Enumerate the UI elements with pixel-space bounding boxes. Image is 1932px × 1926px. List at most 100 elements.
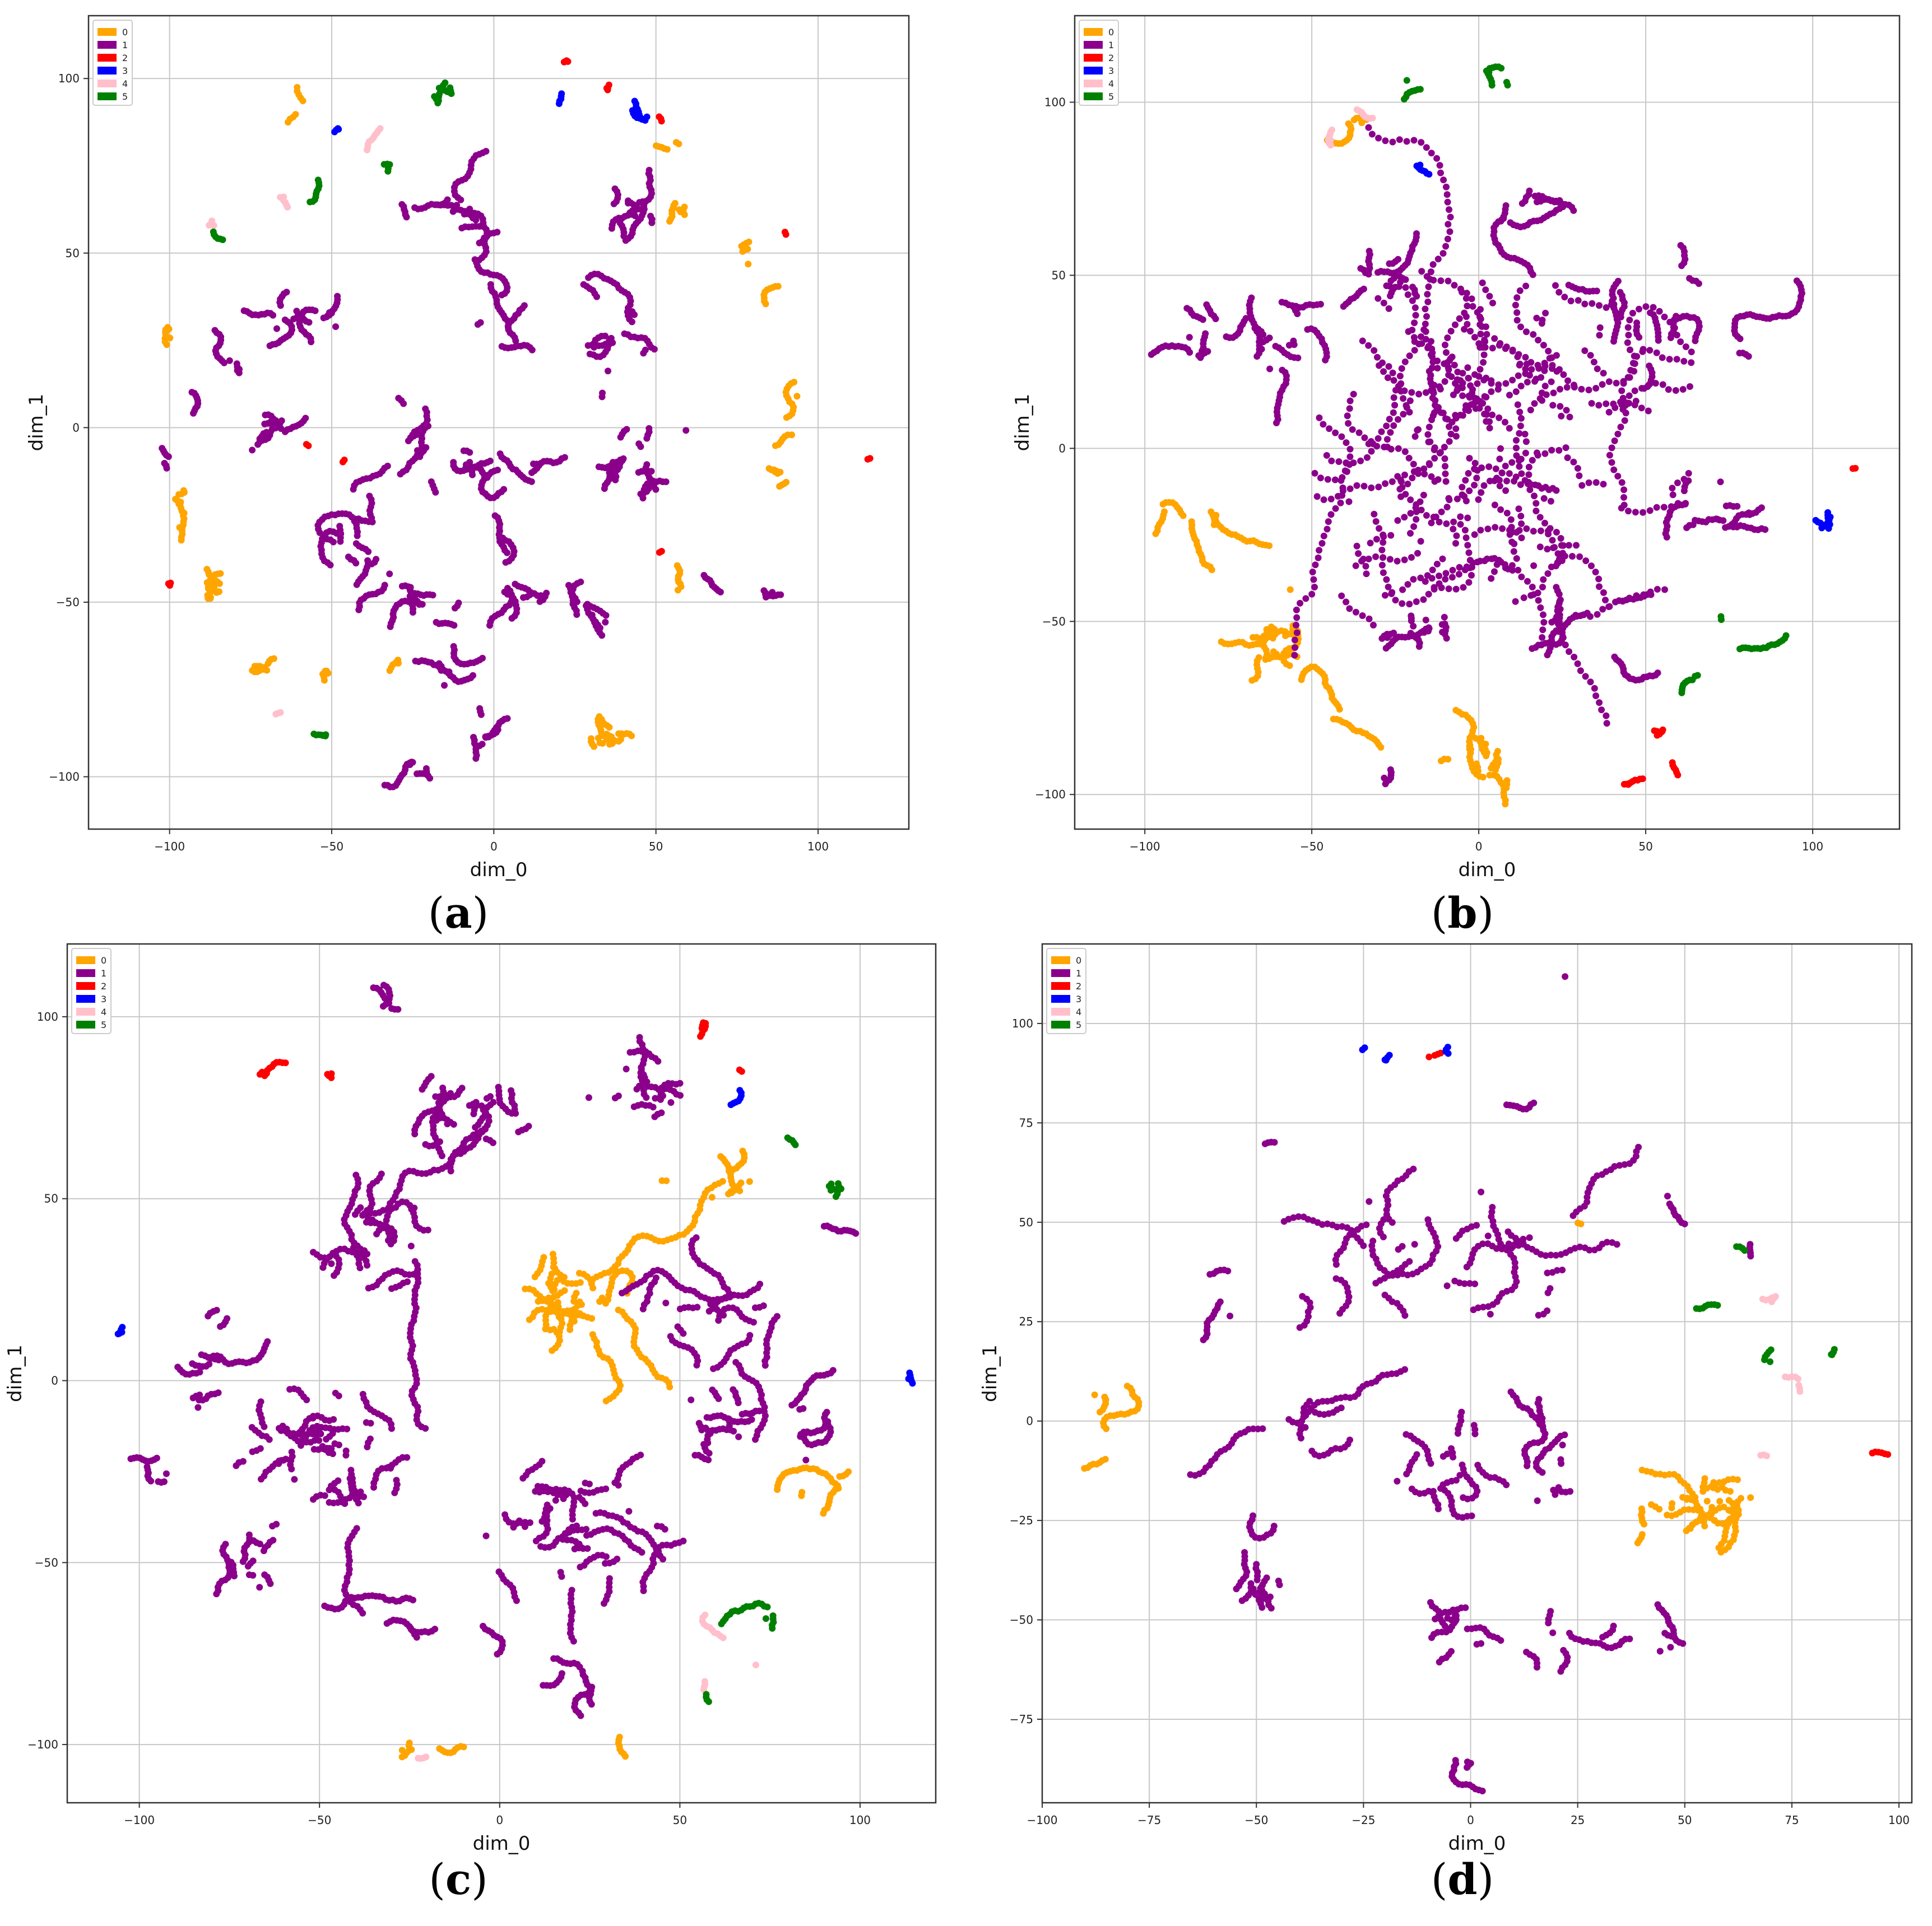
point: [651, 346, 658, 353]
point: [666, 218, 673, 225]
series-3: [1413, 161, 1834, 532]
point: [1310, 576, 1317, 583]
point: [1389, 138, 1396, 146]
point: [1346, 405, 1353, 412]
point: [1439, 410, 1447, 417]
point: [746, 1178, 753, 1185]
y-tick-label: 50: [66, 246, 80, 260]
point: [1575, 297, 1582, 304]
point: [1646, 347, 1654, 354]
point: [1443, 183, 1450, 190]
point: [405, 438, 412, 444]
legend-swatch-5: [1084, 92, 1103, 100]
point: [386, 570, 393, 578]
point: [1454, 384, 1461, 391]
point: [1459, 289, 1466, 296]
point: [1292, 644, 1298, 651]
point: [1471, 459, 1479, 467]
point: [162, 1470, 170, 1477]
point: [1475, 496, 1482, 503]
point: [1617, 424, 1624, 431]
point: [570, 1637, 577, 1645]
point: [1517, 455, 1525, 463]
point: [1488, 388, 1495, 396]
point: [1291, 652, 1298, 659]
point: [1287, 586, 1294, 593]
point: [411, 204, 419, 211]
point: [1618, 387, 1626, 394]
point: [1428, 473, 1435, 480]
point: [1404, 480, 1411, 487]
point: [533, 460, 540, 468]
point: [1413, 598, 1420, 605]
point: [1352, 562, 1359, 569]
point: [1452, 321, 1459, 328]
point: [1522, 449, 1529, 457]
point: [1407, 510, 1414, 517]
point: [1569, 553, 1576, 560]
point: [1512, 598, 1519, 605]
point: [1660, 504, 1668, 511]
point: [1360, 482, 1368, 490]
point: [1349, 426, 1356, 433]
point: [1411, 319, 1418, 327]
point: [632, 203, 639, 211]
point: [693, 1361, 700, 1369]
point: [640, 1587, 647, 1594]
legend-label: 5: [1108, 91, 1114, 102]
point: [1345, 120, 1352, 127]
point: [1542, 309, 1549, 317]
point: [1476, 404, 1483, 412]
point: [360, 1493, 367, 1500]
point: [585, 1094, 592, 1101]
point: [1517, 481, 1524, 489]
point: [1273, 419, 1280, 426]
point: [1444, 235, 1451, 243]
point: [1717, 478, 1724, 486]
point: [422, 1141, 429, 1148]
point: [1309, 569, 1316, 575]
point: [1425, 590, 1432, 598]
point: [1545, 486, 1553, 494]
point: [1422, 305, 1429, 313]
point: [1480, 359, 1487, 366]
point: [444, 1120, 451, 1128]
point: [1391, 283, 1399, 291]
point: [1477, 331, 1484, 338]
point: [476, 239, 483, 246]
point: [284, 203, 291, 211]
point: [1476, 557, 1484, 565]
point: [1293, 614, 1301, 621]
point: [1395, 383, 1402, 390]
point: [1376, 525, 1383, 532]
point: [1331, 476, 1339, 483]
point: [1576, 472, 1583, 480]
point: [176, 524, 183, 531]
point: [525, 1123, 532, 1130]
point: [1346, 605, 1353, 612]
point: [652, 486, 660, 493]
point: [1401, 358, 1409, 365]
point: [1258, 346, 1265, 353]
point: [249, 446, 256, 454]
point: [1383, 634, 1391, 641]
point: [802, 1457, 810, 1464]
point: [1383, 282, 1390, 290]
point: [532, 1488, 539, 1495]
point: [555, 100, 563, 107]
point: [1359, 337, 1366, 345]
point: [1483, 418, 1490, 425]
point: [441, 682, 448, 689]
point: [482, 1532, 490, 1539]
chart-c: −100 −50 0 50 100−100−50050100dim_0dim_10123…: [4, 943, 937, 1855]
point: [167, 579, 174, 587]
point: [1538, 389, 1545, 397]
point: [1465, 392, 1473, 399]
point: [1462, 295, 1470, 302]
point: [1358, 557, 1365, 565]
point: [643, 1094, 650, 1101]
point: [1431, 455, 1438, 462]
point: [1424, 298, 1432, 305]
point: [1406, 352, 1413, 360]
point: [1461, 325, 1468, 333]
